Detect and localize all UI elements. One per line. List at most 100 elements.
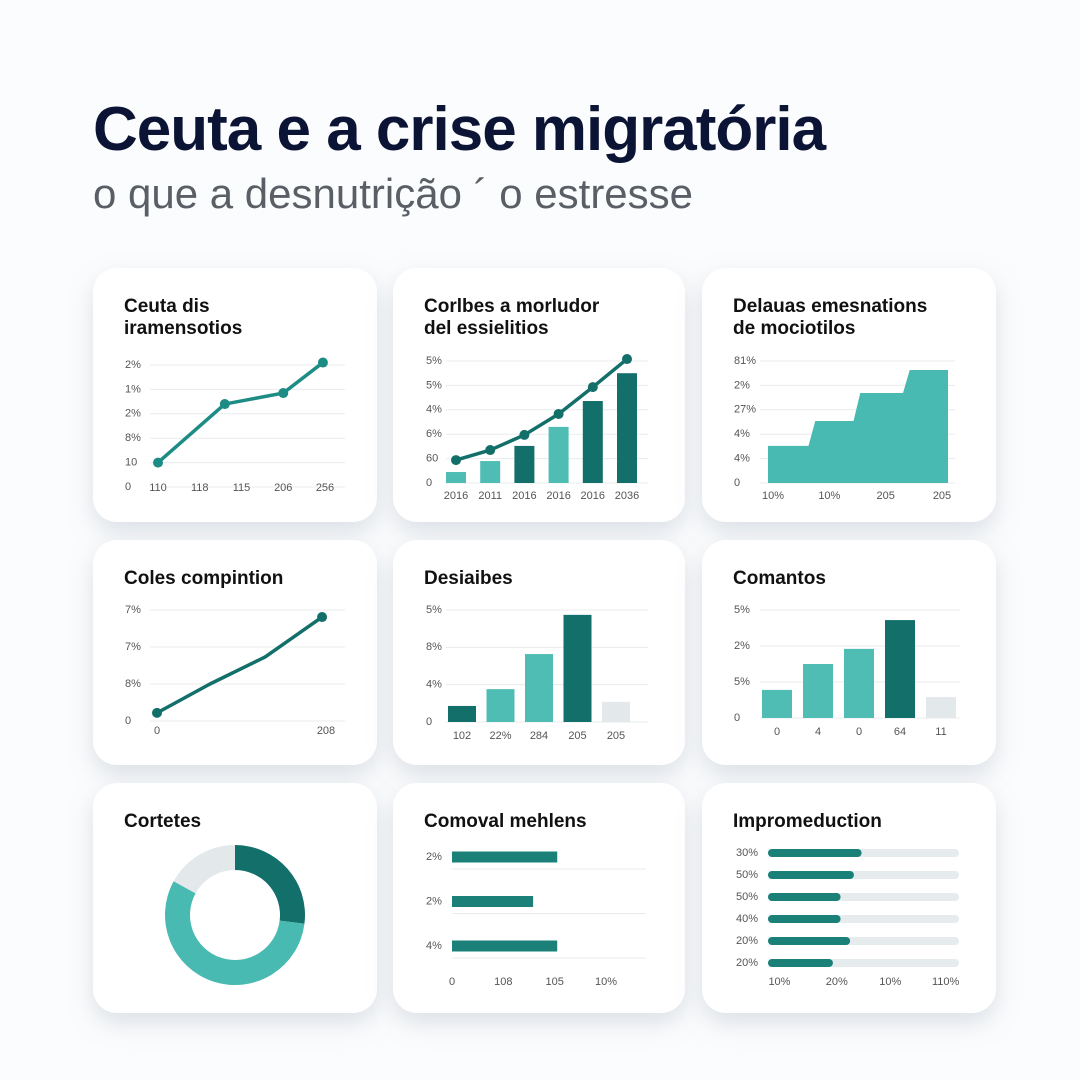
point [153, 457, 163, 468]
x-tick-label: 2016 [512, 490, 536, 502]
bar [452, 896, 534, 907]
x-tick-label: 110% [932, 976, 960, 988]
y-tick-label: 81% [734, 355, 756, 367]
progress-bar [768, 915, 841, 923]
card-title: Impromeduction [733, 811, 882, 832]
point [587, 382, 598, 393]
x-tick-label: 0 [856, 726, 862, 738]
bar [563, 614, 592, 722]
x-tick-label: 10% [879, 976, 901, 988]
y-tick-label: 4% [734, 428, 750, 440]
bar [525, 654, 553, 722]
y-tick-label: 6% [426, 428, 442, 440]
x-tick-label: 22% [489, 730, 511, 742]
x-tick-label: 102 [453, 730, 471, 742]
x-tick-label: 20% [826, 976, 848, 988]
card-title: Comantos [733, 568, 826, 589]
category-label: 20% [736, 957, 758, 969]
category-label: 50% [736, 891, 758, 903]
line [156, 615, 324, 715]
x-tick-label: 0 [449, 976, 455, 988]
y-tick-label: 8% [426, 641, 442, 653]
y-tick-label: 5% [426, 604, 442, 616]
progress-bar [768, 871, 854, 879]
bar [514, 445, 535, 483]
x-tick-label: 11 [935, 726, 946, 738]
area [768, 370, 948, 483]
bar [803, 664, 833, 718]
bar [762, 689, 792, 718]
bar [452, 940, 558, 952]
bar [480, 461, 501, 483]
category-label: 40% [736, 913, 758, 925]
y-tick-label: 5% [426, 379, 442, 391]
y-tick-label: 0 [734, 712, 740, 724]
donut-segment [173, 845, 235, 894]
card-title: Desiaibes [424, 568, 513, 589]
x-tick-label: 256 [316, 482, 334, 494]
card-title: Corlbes a morludor [424, 296, 600, 317]
progress-bar [768, 893, 841, 901]
y-tick-label: 2% [125, 359, 141, 371]
category-label: 2% [426, 895, 442, 907]
category-label: 2% [426, 851, 442, 863]
bar [926, 697, 956, 718]
category-label: 50% [736, 869, 758, 881]
x-tick-label: 2036 [615, 490, 639, 502]
x-tick-label: 105 [545, 976, 563, 988]
x-tick-label: 110 [149, 482, 167, 494]
y-tick-label: 0 [426, 477, 432, 489]
card [393, 783, 685, 1013]
card-title: Comoval mehlens [424, 811, 587, 832]
x-tick-label: 115 [233, 482, 251, 494]
x-tick-label: 208 [317, 725, 335, 737]
x-tick-label: 10% [818, 490, 840, 502]
category-label: 4% [426, 940, 442, 952]
y-tick-label: 7% [125, 604, 141, 616]
y-tick-label: 4% [426, 404, 442, 416]
x-tick-label: 118 [191, 482, 209, 494]
y-tick-label: 8% [125, 432, 141, 444]
y-tick-label: 60 [426, 453, 438, 465]
bar [446, 472, 466, 483]
y-tick-label: 4% [426, 679, 442, 691]
y-tick-label: 0 [734, 477, 740, 489]
line [156, 361, 324, 464]
x-tick-label: 4 [815, 726, 821, 738]
bar [448, 705, 476, 722]
x-tick-label: 2011 [478, 490, 502, 502]
y-tick-label: 2% [734, 640, 750, 652]
y-tick-label: 2% [734, 379, 750, 391]
y-tick-label: 1% [125, 383, 141, 395]
card-title: Ceuta dis [124, 296, 210, 317]
card-title: iramensotios [124, 318, 242, 339]
line [455, 357, 629, 462]
x-tick-label: 10% [762, 490, 784, 502]
bar [602, 701, 630, 722]
x-tick-label: 205 [607, 730, 625, 742]
y-tick-label: 2% [125, 408, 141, 420]
x-tick-label: 284 [530, 730, 548, 742]
y-tick-label: 10 [125, 457, 137, 469]
x-tick-label: 2016 [444, 490, 468, 502]
point [485, 445, 496, 456]
x-tick-label: 2016 [546, 490, 570, 502]
x-tick-label: 10% [595, 976, 617, 988]
x-tick-label: 10% [768, 976, 790, 988]
x-tick-label: 0 [774, 726, 780, 738]
point [317, 357, 328, 368]
card-title: de mociotilos [733, 318, 855, 339]
category-label: 20% [736, 935, 758, 947]
progress-bar [768, 959, 833, 967]
point [553, 408, 564, 419]
bar [548, 426, 569, 483]
y-tick-label: 27% [734, 404, 756, 416]
card-title: Delauas emesnations [733, 296, 927, 317]
x-tick-label: 0 [154, 725, 160, 737]
progress-bar [768, 937, 851, 945]
donut-segment [235, 845, 305, 924]
card-title: Coles compintion [124, 568, 283, 589]
y-tick-label: 0 [426, 716, 432, 728]
y-tick-label: 8% [125, 678, 141, 690]
